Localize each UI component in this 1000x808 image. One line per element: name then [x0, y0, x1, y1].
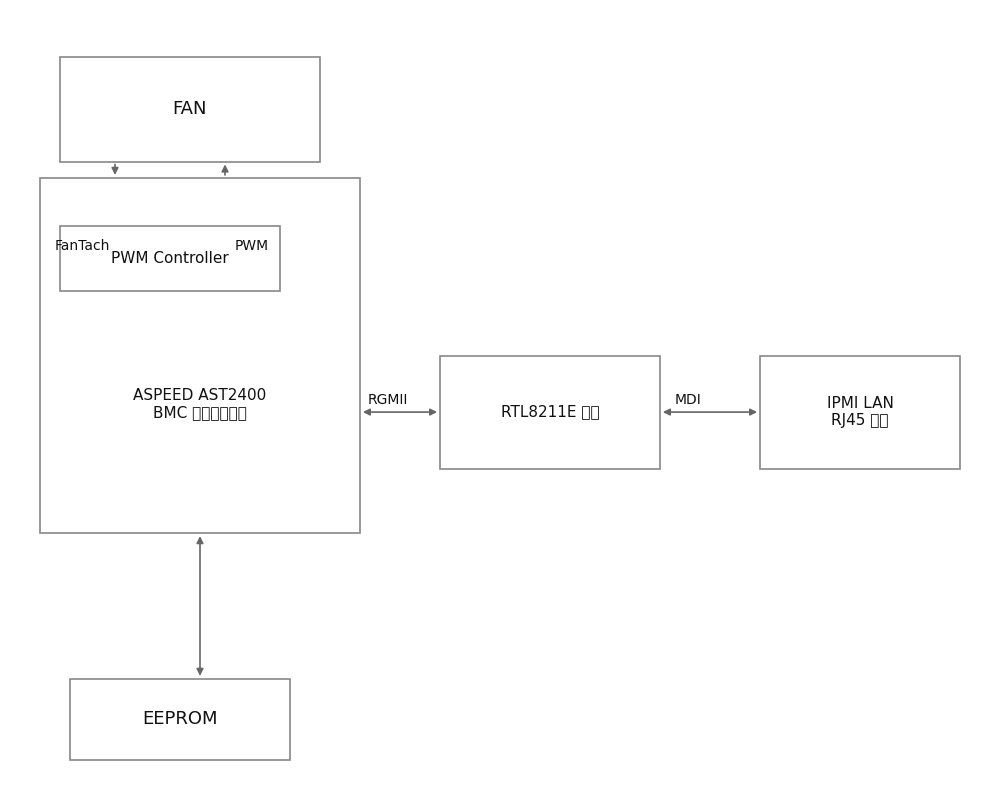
Text: IPMI LAN
RJ45 接口: IPMI LAN RJ45 接口 [827, 396, 893, 428]
Text: MDI: MDI [675, 393, 702, 407]
Text: RTL8211E 网卡: RTL8211E 网卡 [501, 405, 599, 419]
Bar [760, 356, 960, 469]
Bar [40, 178, 360, 533]
Bar [440, 356, 660, 469]
Text: EEPROM: EEPROM [142, 710, 218, 728]
Text: PWM: PWM [235, 239, 269, 254]
Bar [60, 226, 280, 291]
Text: FanTach: FanTach [55, 239, 110, 254]
Text: FAN: FAN [173, 100, 207, 118]
Bar [60, 57, 320, 162]
Text: PWM Controller: PWM Controller [111, 251, 229, 266]
Bar [70, 679, 290, 760]
Text: ASPEED AST2400
BMC 控制器处理器: ASPEED AST2400 BMC 控制器处理器 [133, 388, 267, 420]
Text: RGMII: RGMII [368, 393, 408, 407]
